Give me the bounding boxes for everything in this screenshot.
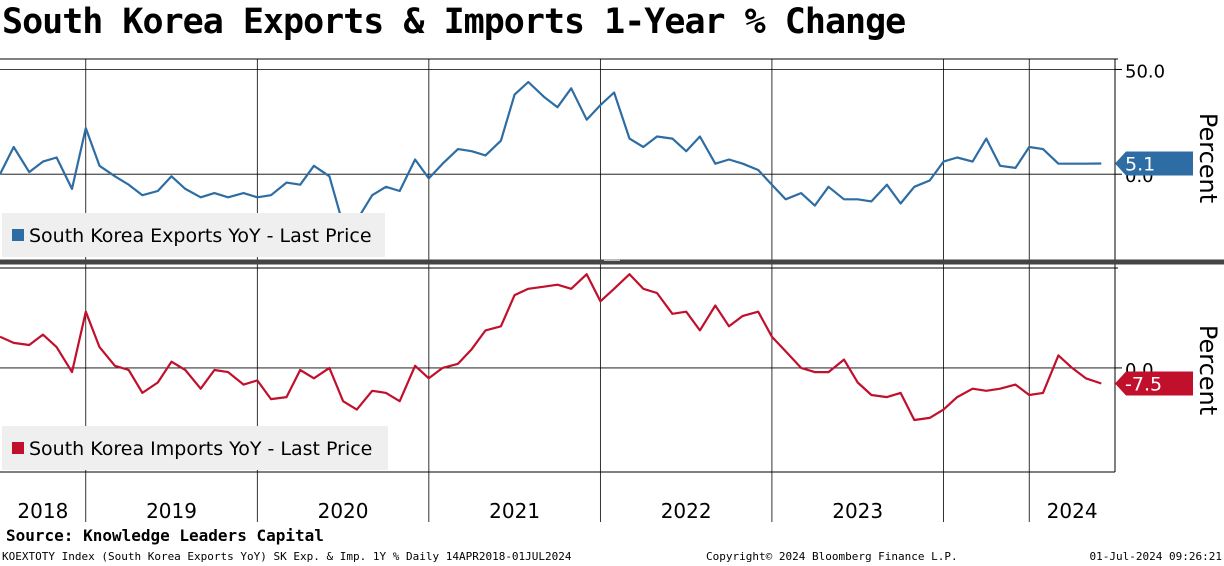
last-value-tag	[1115, 371, 1193, 396]
x-year-label: 2024	[1047, 499, 1098, 523]
source-note: Source: Knowledge Leaders Capital	[6, 526, 324, 545]
x-year-label: 2019	[146, 499, 197, 523]
exports-legend: South Korea Exports YoY - Last Price	[2, 213, 385, 257]
y-axis-title: Percent	[1194, 325, 1222, 415]
footer-ticker: KOEXTOTY Index (South Korea Exports YoY)…	[2, 550, 572, 563]
y-tick-label: 50.0	[1125, 61, 1165, 82]
x-year-label: 2022	[661, 499, 712, 523]
legend-label: South Korea Exports YoY - Last Price	[29, 225, 372, 247]
footer-copyright: Copyright© 2024 Bloomberg Finance L.P.	[706, 550, 958, 563]
exports-series-line	[0, 80, 1102, 226]
y-axis-title: Percent	[1194, 113, 1222, 203]
x-year-label: 2021	[489, 499, 540, 523]
x-year-label: 2018	[17, 499, 68, 523]
imports-series-line	[0, 273, 1102, 422]
imports-legend: South Korea Imports YoY - Last Price	[2, 426, 388, 470]
footer-timestamp: 01-Jul-2024 09:26:21	[1089, 550, 1222, 563]
legend-swatch	[12, 442, 24, 454]
last-value-label: -7.5	[1125, 374, 1162, 396]
chart-title: South Korea Exports & Imports 1-Year % C…	[2, 2, 906, 42]
legend-label: South Korea Imports YoY - Last Price	[29, 438, 372, 460]
last-value-label: 5.1	[1125, 154, 1155, 176]
last-value-tag	[1115, 151, 1193, 176]
divider-grip	[604, 259, 620, 261]
x-year-label: 2020	[318, 499, 369, 523]
legend-background	[2, 213, 385, 257]
legend-background	[2, 426, 388, 470]
x-year-label: 2023	[832, 499, 883, 523]
legend-swatch	[12, 229, 24, 241]
